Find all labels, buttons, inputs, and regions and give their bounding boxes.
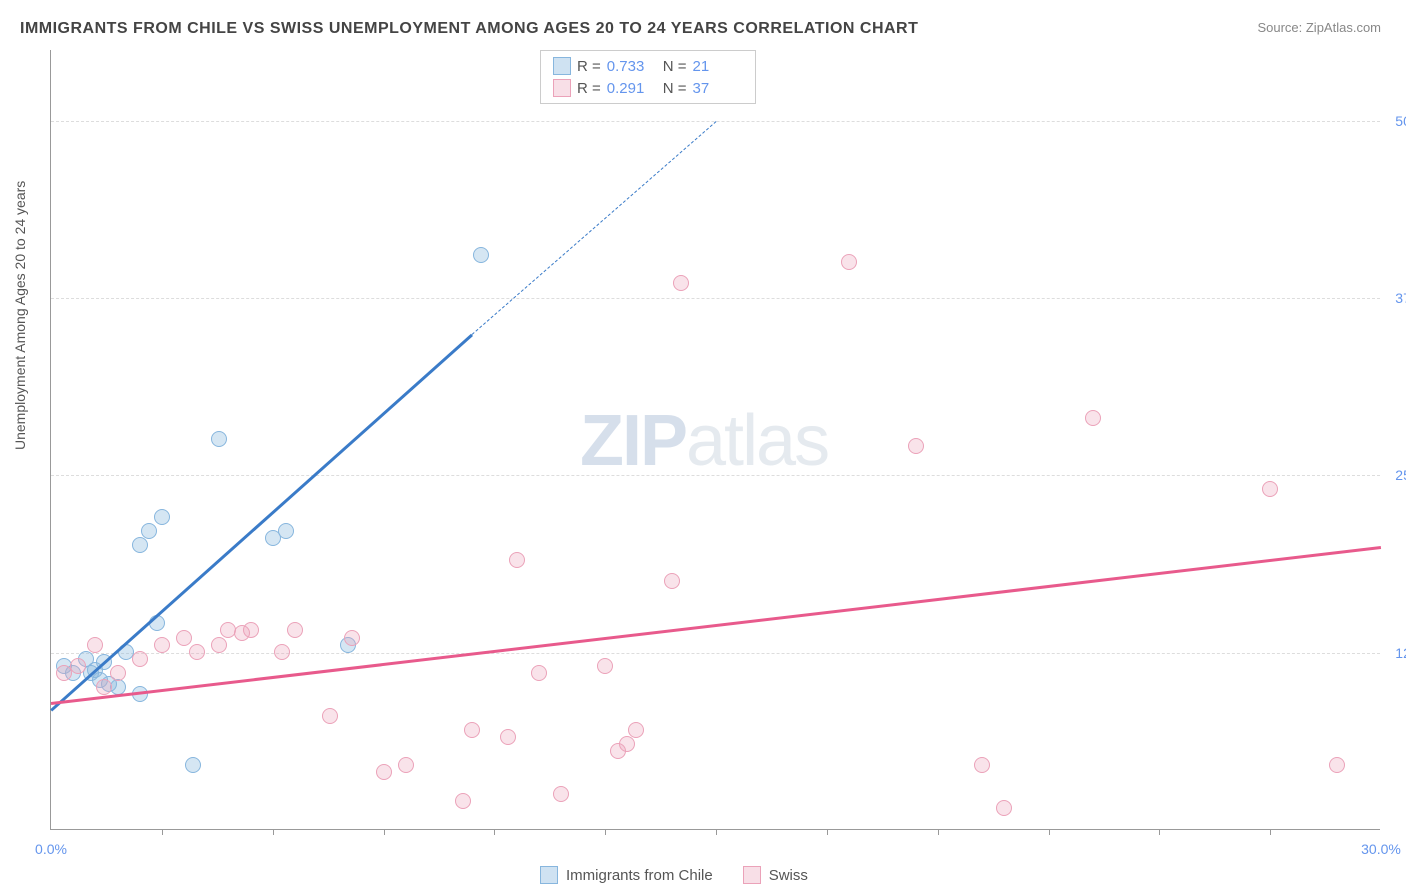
legend-stat-row: R = 0.291 N = 37 — [553, 77, 743, 99]
data-point — [141, 523, 157, 539]
data-point — [619, 736, 635, 752]
x-tick-label: 0.0% — [35, 841, 67, 857]
data-point — [1329, 757, 1345, 773]
legend-swatch-icon — [743, 866, 761, 884]
legend-series-item: Swiss — [743, 866, 808, 884]
source-attribution: Source: ZipAtlas.com — [1257, 20, 1381, 35]
legend-series-item: Immigrants from Chile — [540, 866, 713, 884]
x-tick-mark — [1159, 829, 1160, 835]
x-tick-mark — [1270, 829, 1271, 835]
gridline — [51, 298, 1380, 299]
data-point — [531, 665, 547, 681]
data-point — [376, 764, 392, 780]
data-point — [87, 637, 103, 653]
data-point — [597, 658, 613, 674]
data-point — [189, 644, 205, 660]
data-point — [841, 254, 857, 270]
data-point — [243, 622, 259, 638]
data-point — [1262, 481, 1278, 497]
y-tick-label: 50.0% — [1395, 113, 1406, 129]
legend-series-label: Immigrants from Chile — [566, 867, 713, 884]
data-point — [996, 800, 1012, 816]
x-tick-mark — [162, 829, 163, 835]
correlation-stats-legend: R = 0.733 N = 21 R = 0.291 N = 37 — [540, 50, 756, 104]
data-point — [110, 665, 126, 681]
x-tick-mark — [273, 829, 274, 835]
data-point — [1085, 410, 1101, 426]
x-tick-label: 30.0% — [1361, 841, 1401, 857]
y-axis-label: Unemployment Among Ages 20 to 24 years — [12, 181, 28, 450]
series-legend: Immigrants from Chile Swiss — [540, 866, 808, 884]
data-point — [278, 523, 294, 539]
data-point — [154, 509, 170, 525]
data-point — [974, 757, 990, 773]
legend-swatch-icon — [553, 57, 571, 75]
data-point — [176, 630, 192, 646]
data-point — [908, 438, 924, 454]
data-point — [185, 757, 201, 773]
data-point — [628, 722, 644, 738]
data-point — [509, 552, 525, 568]
legend-swatch-icon — [540, 866, 558, 884]
n-label: N = — [663, 58, 687, 75]
data-point — [473, 247, 489, 263]
r-value: 0.733 — [607, 58, 657, 75]
data-point — [211, 431, 227, 447]
n-value: 21 — [693, 58, 743, 75]
x-tick-mark — [1049, 829, 1050, 835]
n-label: N = — [663, 80, 687, 97]
r-value: 0.291 — [607, 80, 657, 97]
x-tick-mark — [494, 829, 495, 835]
legend-swatch-icon — [553, 79, 571, 97]
x-tick-mark — [716, 829, 717, 835]
y-tick-label: 37.5% — [1395, 290, 1406, 306]
data-point — [455, 793, 471, 809]
data-point — [132, 651, 148, 667]
r-label: R = — [577, 58, 601, 75]
data-point — [322, 708, 338, 724]
correlation-scatter-chart: 12.5%25.0%37.5%50.0%0.0%30.0% — [50, 50, 1380, 830]
data-point — [553, 786, 569, 802]
data-point — [287, 622, 303, 638]
data-point — [211, 637, 227, 653]
y-tick-label: 12.5% — [1395, 645, 1406, 661]
data-point — [344, 630, 360, 646]
data-point — [132, 537, 148, 553]
x-tick-mark — [827, 829, 828, 835]
data-point — [274, 644, 290, 660]
data-point — [154, 637, 170, 653]
data-point — [398, 757, 414, 773]
legend-series-label: Swiss — [769, 867, 808, 884]
trend-line — [472, 121, 716, 334]
x-tick-mark — [938, 829, 939, 835]
x-tick-mark — [384, 829, 385, 835]
legend-stat-row: R = 0.733 N = 21 — [553, 55, 743, 77]
x-tick-mark — [605, 829, 606, 835]
n-value: 37 — [693, 80, 743, 97]
data-point — [673, 275, 689, 291]
data-point — [664, 573, 680, 589]
y-tick-label: 25.0% — [1395, 467, 1406, 483]
chart-title: IMMIGRANTS FROM CHILE VS SWISS UNEMPLOYM… — [20, 20, 918, 38]
data-point — [96, 679, 112, 695]
gridline — [51, 653, 1380, 654]
data-point — [464, 722, 480, 738]
data-point — [70, 658, 86, 674]
r-label: R = — [577, 80, 601, 97]
gridline — [51, 475, 1380, 476]
data-point — [500, 729, 516, 745]
trend-line — [50, 334, 473, 712]
